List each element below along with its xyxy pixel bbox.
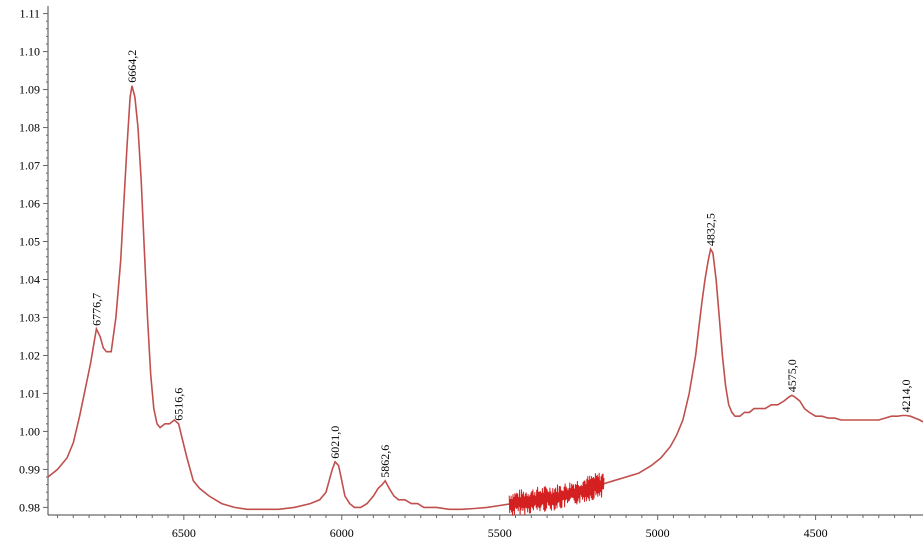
x-tick-label: 6000 xyxy=(330,526,354,540)
spectrum-noise-segment xyxy=(508,472,605,516)
peak-label: 4575,0 xyxy=(785,359,799,392)
peak-label: 5862,6 xyxy=(378,445,392,478)
y-tick-label: 1.03 xyxy=(19,310,40,324)
x-tick-label: 6500 xyxy=(172,526,196,540)
x-axis: 6500 6000 5500 5000 4500 xyxy=(48,514,923,540)
peak-label: 4214,0 xyxy=(899,380,913,413)
x-tick-label: 5000 xyxy=(646,526,670,540)
y-tick-label: 1.04 xyxy=(19,272,40,286)
y-tick-label: 0.98 xyxy=(19,500,40,514)
y-tick-label: 0.99 xyxy=(19,462,40,476)
peak-label: 6516,6 xyxy=(172,388,186,421)
x-tick-label: 4500 xyxy=(804,526,828,540)
x-tick-label: 5500 xyxy=(488,526,512,540)
y-axis: 0.98 0.99 1.00 1.01 1.02 1.03 1.04 1.05 1.06 1.07… xyxy=(19,6,49,515)
y-tick-label: 1.10 xyxy=(19,45,40,59)
peak-annotations: 6776,7 6664,2 6516,6 6021,0 5862,6 4832,5 4575… xyxy=(89,50,913,478)
peak-label: 4832,5 xyxy=(704,213,718,246)
y-tick-label: 1.00 xyxy=(19,424,40,438)
y-tick-label: 1.06 xyxy=(19,197,40,211)
peak-label: 6776,7 xyxy=(89,293,103,326)
spectrum-line xyxy=(47,85,923,511)
y-tick-label: 1.09 xyxy=(19,83,40,97)
series-layer xyxy=(47,85,923,516)
y-tick-label: 1.08 xyxy=(19,121,40,135)
y-tick-label: 1.11 xyxy=(19,7,40,21)
y-tick-label: 1.05 xyxy=(19,235,40,249)
y-tick-label: 1.07 xyxy=(19,159,40,173)
y-tick-label: 1.01 xyxy=(19,386,40,400)
y-tick-label: 1.02 xyxy=(19,348,40,362)
peak-label: 6664,2 xyxy=(125,50,139,83)
peak-label: 6021,0 xyxy=(328,426,342,459)
